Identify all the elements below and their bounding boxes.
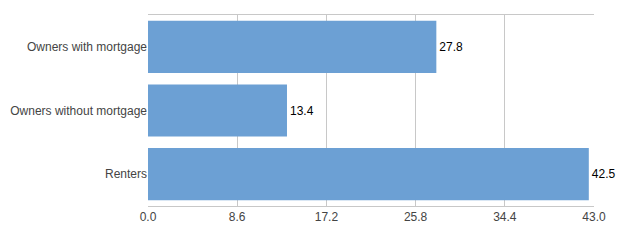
- svg-text:17.2: 17.2: [315, 210, 339, 224]
- svg-text:34.4: 34.4: [493, 210, 517, 224]
- svg-text:Renters: Renters: [105, 167, 147, 181]
- svg-text:Owners without mortgage: Owners without mortgage: [10, 104, 147, 118]
- svg-text:27.8: 27.8: [439, 40, 463, 54]
- svg-text:8.6: 8.6: [229, 210, 246, 224]
- svg-text:13.4: 13.4: [290, 104, 314, 118]
- svg-text:0.0: 0.0: [140, 210, 157, 224]
- svg-text:25.8: 25.8: [404, 210, 428, 224]
- svg-text:Owners with mortgage: Owners with mortgage: [27, 40, 147, 54]
- svg-text:42.5: 42.5: [592, 167, 616, 181]
- svg-text:43.0: 43.0: [582, 210, 606, 224]
